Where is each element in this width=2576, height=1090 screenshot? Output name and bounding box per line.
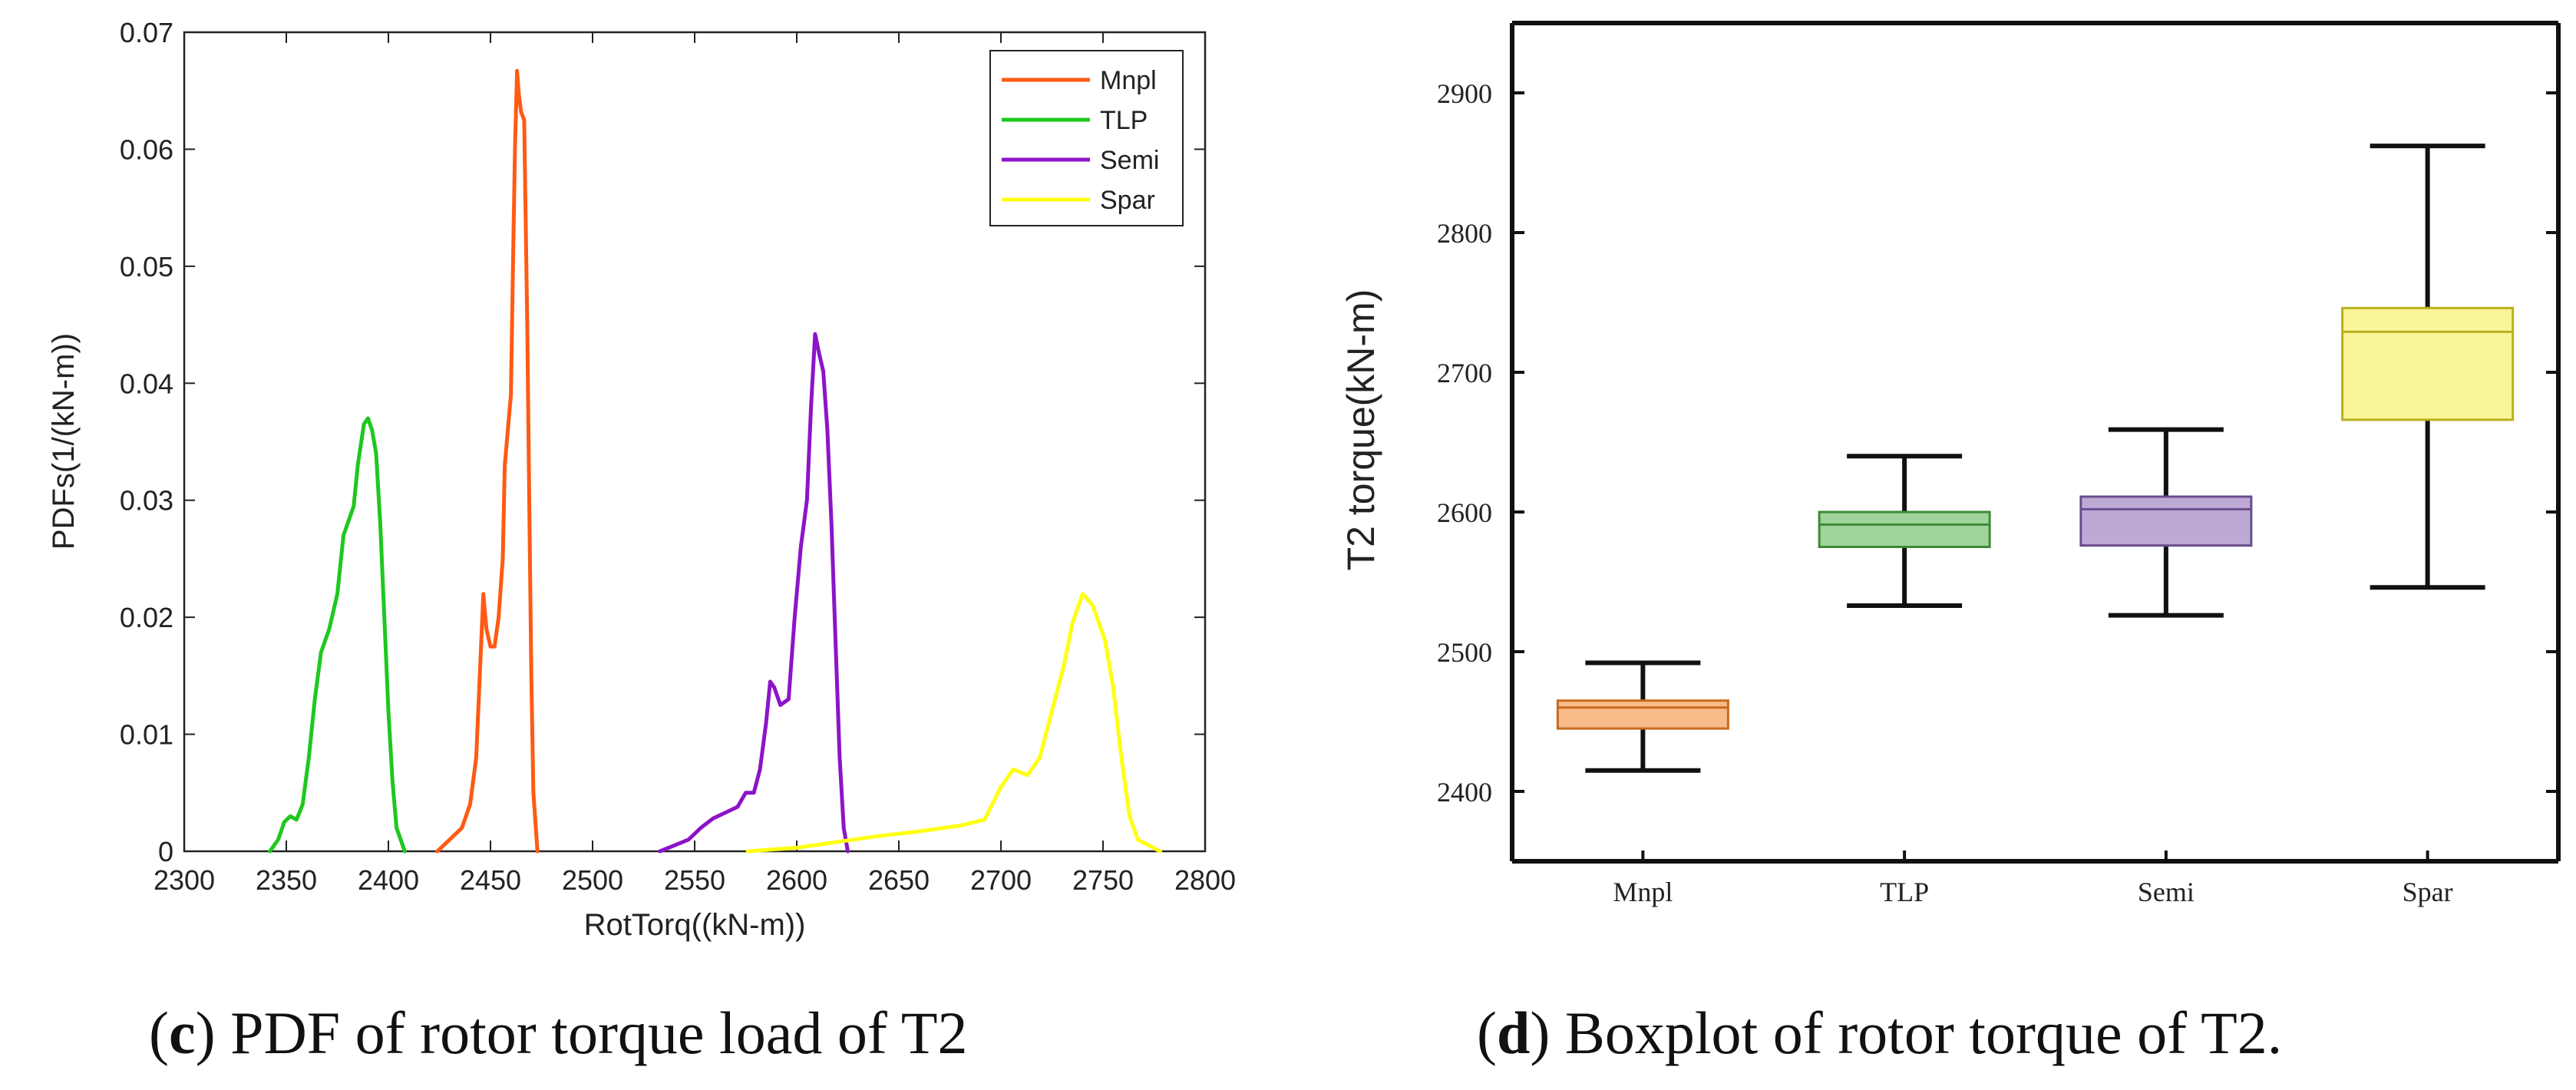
pdf-x-tick-label: 2350 [256, 864, 317, 896]
pdf-x-tick-label: 2600 [766, 864, 827, 896]
pdf-line-spar [745, 592, 1162, 854]
box-semi [2079, 427, 2253, 618]
box-iqr [2079, 495, 2253, 547]
pdf-y-tick-label: 0 [158, 836, 173, 867]
pdf-x-tick-label: 2700 [970, 864, 1032, 896]
pdf-line-tlp [268, 416, 407, 854]
boxplot-y-tick-label: 2500 [1437, 637, 1492, 668]
pdf-x-tick-label: 2550 [664, 864, 725, 896]
caption-left-letter: c [169, 999, 196, 1066]
pdf-x-tick-label: 2800 [1174, 864, 1236, 896]
boxplot-x-label-semi: Semi [2138, 877, 2195, 907]
pdf-legend: Mnpl TLP Semi Spar [989, 50, 1184, 226]
box-mnpl [1556, 660, 1729, 773]
pdf-x-tick-label: 2650 [868, 864, 930, 896]
caption-right-letter: d [1497, 999, 1530, 1066]
caption-right-text: ) Boxplot of rotor torque of T2. [1530, 999, 2282, 1066]
legend-label-mnpl: Mnpl [1100, 66, 1157, 95]
pdf-y-tick-label: 0.02 [120, 602, 173, 633]
pdf-y-tick-label: 0.01 [120, 719, 173, 751]
boxplot-y-tick-label: 2800 [1437, 218, 1492, 249]
caption-right: (d) Boxplot of rotor torque of T2. [1477, 999, 2282, 1066]
boxplot-x-label-spar: Spar [2403, 877, 2453, 907]
boxplot-y-tick-label: 2900 [1437, 78, 1492, 109]
legend-label-tlp: TLP [1100, 106, 1148, 135]
legend-label-spar: Spar [1100, 186, 1155, 215]
boxplot-boxes [1556, 144, 2515, 773]
legend-label-semi: Semi [1100, 146, 1159, 175]
boxplot-x-label-tlp: TLP [1880, 877, 1929, 907]
pdf-chart: 0 0.01 0.02 0.03 0.04 0.05 0.06 0.07 2300 2350 24… [47, 17, 1236, 942]
boxplot-y-tick-label: 2600 [1437, 497, 1492, 528]
box-iqr [1818, 510, 1991, 548]
pdf-x-tick-label: 2300 [154, 864, 215, 896]
pdf-x-tick-label: 2400 [358, 864, 419, 896]
pdf-y-axis-label: PDFs(1/(kN-m)) [47, 333, 81, 550]
box-iqr [1556, 699, 1729, 730]
pdf-y-tick-label: 0.04 [120, 368, 173, 399]
pdf-y-tick-label: 0.05 [120, 251, 173, 282]
pdf-x-tick-label: 2500 [562, 864, 623, 896]
box-iqr [2341, 306, 2515, 421]
pdf-x-tick-label: 2450 [460, 864, 521, 896]
pdf-y-tick-label: 0.07 [120, 17, 173, 48]
caption-left-text: ) PDF of rotor torque load of T2 [196, 999, 968, 1066]
pdf-x-tick-label: 2750 [1072, 864, 1134, 896]
pdf-line-mnpl [435, 68, 540, 854]
boxplot-chart: 2400 2500 2600 2700 2800 2900 Mnpl TLP Semi Spar… [1339, 21, 2561, 907]
box-spar [2341, 144, 2515, 590]
boxplot-y-axis-label: T2 torque(kN-m) [1339, 289, 1382, 571]
box-tlp [1818, 454, 1991, 608]
pdf-y-tick-label: 0.06 [120, 134, 173, 165]
caption-left: (c) PDF of rotor torque load of T2 [149, 999, 968, 1066]
boxplot-y-ticks: 2400 2500 2600 2700 2800 2900 [1437, 78, 2558, 808]
pdf-y-ticks: 0 0.01 0.02 0.03 0.04 0.05 0.06 0.07 [120, 17, 1205, 867]
boxplot-x-label-mnpl: Mnpl [1613, 877, 1673, 907]
pdf-series-lines [268, 68, 1162, 854]
pdf-line-semi [658, 332, 850, 854]
boxplot-y-tick-label: 2400 [1437, 777, 1492, 808]
pdf-y-tick-label: 0.03 [120, 485, 173, 517]
pdf-x-ticks: 2300 2350 2400 2450 2500 2550 2600 2650 2700 2750… [154, 32, 1236, 896]
boxplot-y-tick-label: 2700 [1437, 358, 1492, 388]
pdf-x-axis-label: RotTorq((kN-m)) [584, 908, 806, 942]
boxplot-x-labels: Mnpl TLP Semi Spar [1613, 851, 2453, 907]
